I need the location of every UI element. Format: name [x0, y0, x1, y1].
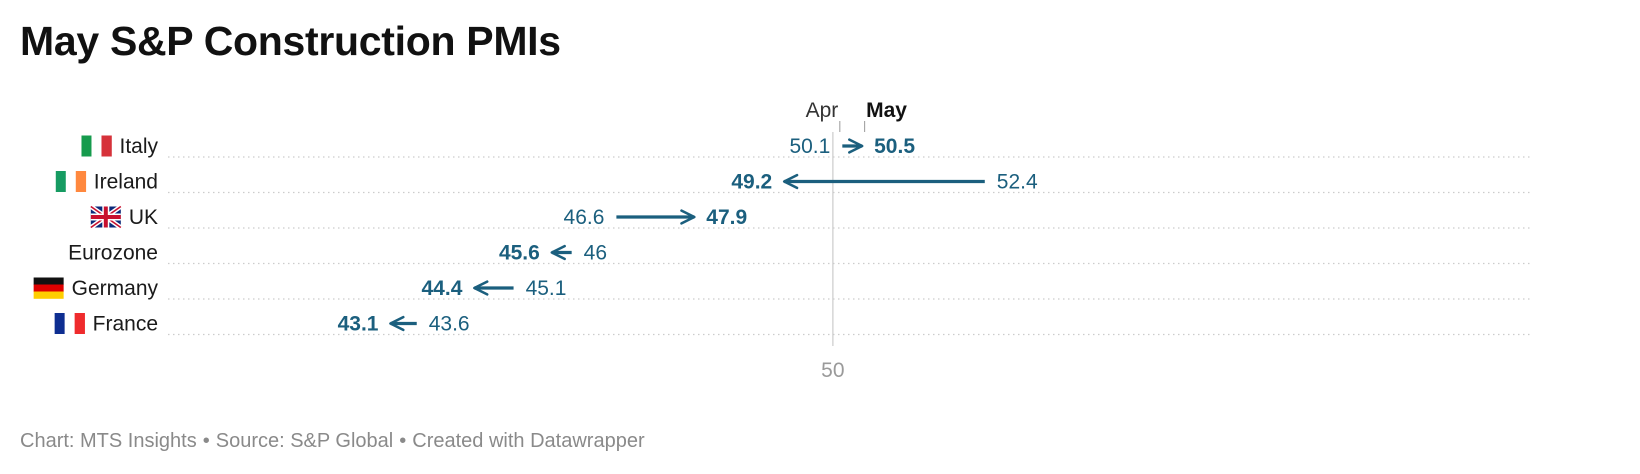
end-value-label: 43.1 — [338, 313, 379, 336]
footer-separator: • — [399, 430, 407, 452]
end-value-label: 50.5 — [874, 135, 915, 158]
uk-flag — [89, 204, 123, 230]
start-value-label: 50.1 — [789, 135, 830, 158]
row-label: Ireland — [94, 171, 158, 194]
end-value-label: 49.2 — [731, 171, 772, 194]
start-value-label: 45.1 — [526, 277, 567, 300]
x-tick-label: 50 — [821, 359, 844, 382]
row-label: Germany — [72, 277, 159, 300]
end-value-label: 47.9 — [706, 206, 747, 229]
italy-flag — [81, 135, 112, 157]
footer-chart-credit: Chart: MTS Insights — [20, 430, 197, 452]
footer-separator: • — [202, 430, 210, 452]
start-value-label: 52.4 — [997, 171, 1038, 194]
footer-created-with: Created with Datawrapper — [412, 430, 645, 452]
start-value-label: 46 — [584, 242, 607, 265]
row-label: France — [93, 313, 158, 336]
chart-footer: Chart: MTS Insights • Source: S&P Global • C… — [20, 430, 645, 453]
row-label: UK — [129, 206, 158, 229]
start-value-label: 46.6 — [564, 206, 605, 229]
germany-flag — [33, 277, 64, 299]
ireland-flag — [55, 171, 87, 192]
series-label-apr: Apr — [806, 99, 839, 122]
footer-source: Source: S&P Global — [215, 430, 394, 452]
france-flag — [54, 313, 85, 334]
end-value-label: 45.6 — [499, 242, 540, 265]
chart-title: May S&P Construction PMIs — [20, 18, 561, 64]
end-value-label: 44.4 — [422, 277, 463, 300]
series-label-may: May — [866, 99, 907, 122]
start-value-label: 43.6 — [429, 313, 470, 336]
row-label: Italy — [119, 135, 158, 158]
row-label: Eurozone — [68, 242, 158, 265]
